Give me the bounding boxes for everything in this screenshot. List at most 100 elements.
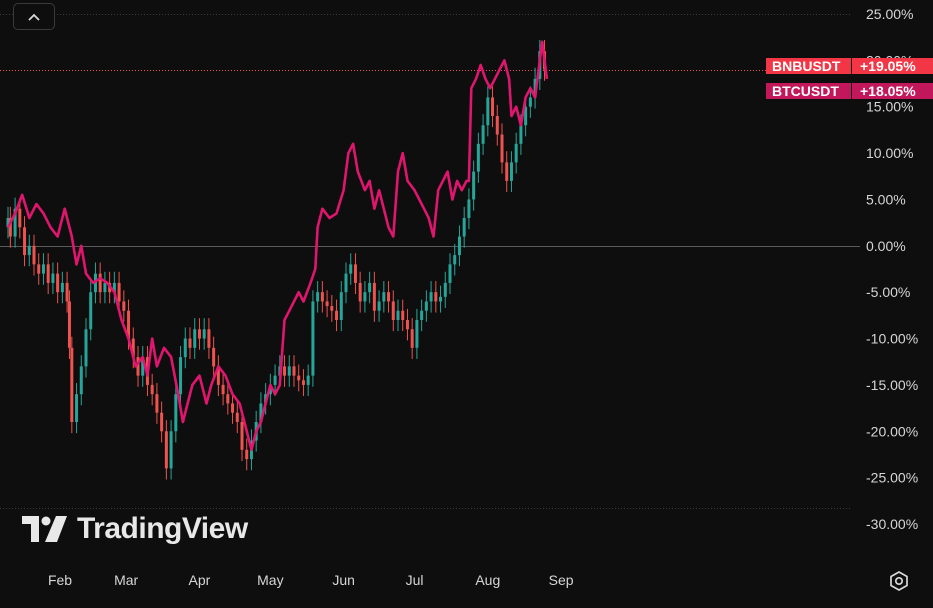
candle-body <box>514 143 518 163</box>
chart-settings-button[interactable] <box>886 568 912 594</box>
candle <box>372 271 376 322</box>
candle <box>391 290 395 332</box>
collapse-button[interactable] <box>13 3 55 30</box>
candle <box>396 299 400 332</box>
candle-body <box>197 329 201 339</box>
candle-body <box>75 394 79 422</box>
candle-body <box>103 282 107 293</box>
candle <box>349 253 353 285</box>
candle <box>287 355 291 387</box>
candle <box>235 401 239 434</box>
candle-body <box>467 199 471 218</box>
x-axis[interactable]: Feb Mar Apr May Jun Jul Aug Sep <box>48 572 574 588</box>
chevron-up-icon <box>28 13 40 21</box>
candle <box>297 364 301 392</box>
badge-bnbusdt[interactable]: BNBUSDT +19.05% <box>766 54 933 77</box>
candle <box>240 410 244 461</box>
candle <box>443 271 447 308</box>
candle-body <box>41 264 45 274</box>
candle <box>382 281 386 313</box>
candle-body <box>500 134 504 163</box>
candle-body <box>117 282 121 302</box>
candle-body <box>349 264 353 274</box>
candle-body <box>311 301 315 376</box>
candle <box>160 401 164 443</box>
candle <box>37 253 41 285</box>
candle-body <box>112 282 116 293</box>
candle <box>505 151 509 193</box>
candle <box>221 373 225 406</box>
candle <box>377 290 381 322</box>
candle <box>212 336 216 378</box>
candle <box>368 271 372 304</box>
candle-body <box>98 273 102 293</box>
x-tick-label: May <box>257 572 283 588</box>
candle-body <box>486 97 490 126</box>
candle <box>339 281 343 332</box>
candle-body <box>405 320 409 330</box>
candle-body <box>37 264 41 274</box>
candle-body <box>51 273 55 283</box>
candle-body <box>18 208 22 228</box>
candle <box>316 281 320 313</box>
candle <box>23 216 27 267</box>
candle-body <box>372 282 376 311</box>
y-tick-label: -10.00% <box>866 331 918 347</box>
tradingview-logo[interactable]: TradingView <box>22 509 248 549</box>
candle-body <box>245 449 249 460</box>
candle <box>363 281 367 313</box>
candle-body <box>491 97 495 116</box>
reference-lines-layer <box>0 14 860 509</box>
candle-body <box>23 227 27 256</box>
candle <box>60 271 64 304</box>
candle <box>467 188 471 230</box>
candle-body <box>207 329 211 348</box>
candle <box>112 271 116 304</box>
candle-body <box>339 292 343 320</box>
candle <box>103 271 107 304</box>
candle-body <box>56 273 60 293</box>
candle <box>486 86 490 137</box>
candle-body <box>457 236 461 256</box>
candle <box>353 253 357 295</box>
candle <box>179 345 183 406</box>
candle-body <box>212 347 216 367</box>
y-tick-label: 15.00% <box>866 99 913 115</box>
candle-body <box>6 218 10 228</box>
candle-body <box>301 380 305 385</box>
candle-body <box>174 394 178 432</box>
x-tick-label: Aug <box>475 572 500 588</box>
candle <box>292 355 296 387</box>
candle <box>150 373 154 406</box>
candle-body <box>127 310 131 339</box>
candle <box>420 299 424 332</box>
candle-body <box>67 301 71 348</box>
candle <box>387 281 391 313</box>
candle-body <box>287 366 291 376</box>
candle-body <box>401 310 405 320</box>
candle <box>41 253 45 285</box>
candle-body <box>509 162 513 181</box>
candle <box>27 234 31 267</box>
candle-body <box>226 394 230 404</box>
candle <box>429 281 433 313</box>
badge-btcusdt[interactable]: BTCUSDT +18.05% <box>766 79 933 102</box>
candle-body <box>453 255 457 265</box>
candle-body <box>283 366 287 376</box>
logo-text: TradingView <box>77 512 248 545</box>
candle <box>273 364 277 397</box>
candle-body <box>368 282 372 293</box>
candle <box>311 290 315 387</box>
candle-body <box>136 357 140 376</box>
candle <box>174 383 178 443</box>
candle-body <box>505 162 509 181</box>
candle-body <box>382 292 386 302</box>
candle-body <box>79 366 83 395</box>
candle <box>335 299 339 332</box>
candle-body <box>415 320 419 348</box>
candle <box>51 262 55 295</box>
candle-body <box>524 106 528 126</box>
bnbusdt-line-layer <box>6 40 549 452</box>
candle <box>67 290 71 359</box>
candle <box>472 160 476 211</box>
